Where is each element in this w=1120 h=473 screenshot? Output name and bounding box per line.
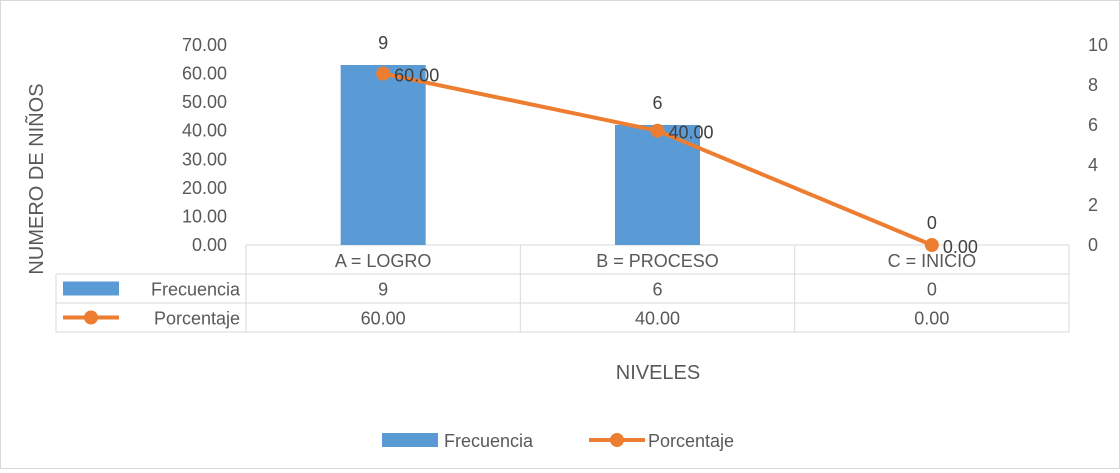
secondary-tick-label: 0 [1088,235,1098,255]
secondary-tick-label: 6 [1088,115,1098,135]
data-labels: 9 6 0 60.00 40.00 0.00 [378,33,978,257]
primary-tick-label: 40.00 [182,121,227,141]
secondary-tick-label: 8 [1088,75,1098,95]
primary-tick-label: 30.00 [182,149,227,169]
category-label: C = INICIO [888,251,977,271]
category-label: A = LOGRO [335,251,432,271]
table-porcentaje-cell: 0.00 [914,309,949,329]
table-porcentaje-header: Porcentaje [154,309,240,329]
porcentaje-point [376,66,391,81]
table-frecuencia-header: Frecuencia [151,280,241,300]
porcentaje-data-label: 40.00 [669,123,714,143]
y-axis-title: NUMERO DE NIÑOS [24,83,48,274]
primary-tick-label: 0.00 [192,235,227,255]
frecuencia-bar [615,125,700,245]
x-axis-title: NIVELES [616,362,700,384]
porcentaje-point [924,238,939,252]
table-frecuencia-cell: 9 [378,280,388,300]
secondary-tick-label: 4 [1088,155,1098,175]
porcentaje-line [376,66,939,252]
table-frecuencia-cell: 0 [927,280,937,300]
legend: Frecuencia Porcentaje [382,431,734,451]
category-label: B = PROCESO [596,251,719,271]
porcentaje-data-label: 0.00 [943,237,978,257]
table-porcentaje-cell: 40.00 [635,309,680,329]
frecuencia-data-label: 6 [652,93,662,113]
legend-frecuencia-label: Frecuencia [444,431,534,451]
primary-tick-label: 50.00 [182,92,227,112]
porcentaje-data-label: 60.00 [394,66,439,86]
frecuencia-data-label: 0 [927,213,937,233]
table-porcentaje-key-marker [84,310,98,325]
primary-tick-label: 60.00 [182,64,227,84]
table-frecuencia-cell: 6 [652,280,662,300]
primary-tick-label: 70.00 [182,35,227,55]
table-porcentaje-cell: 60.00 [361,309,406,329]
frecuencia-data-label: 9 [378,33,388,53]
legend-porcentaje-marker [610,433,624,447]
secondary-tick-label: 10 [1088,35,1108,55]
data-table: A = LOGRO B = PROCESO C = INICIO Frecuencia… [63,251,976,329]
legend-porcentaje-label: Porcentaje [648,431,734,451]
table-frecuencia-key [63,281,119,296]
primary-tick-label: 10.00 [182,206,227,226]
porcentaje-point [650,123,665,138]
primary-tick-label: 20.00 [182,178,227,198]
secondary-axis-ticks: 0 2 4 6 8 10 [1088,35,1108,255]
legend-frecuencia-swatch [382,433,438,447]
primary-axis-ticks: 0.00 10.00 20.00 30.00 40.00 50.00 60.00 70.00 [182,35,227,255]
frecuencia-bars [340,65,700,245]
frecuencia-bar [340,65,426,245]
secondary-tick-label: 2 [1088,195,1098,215]
